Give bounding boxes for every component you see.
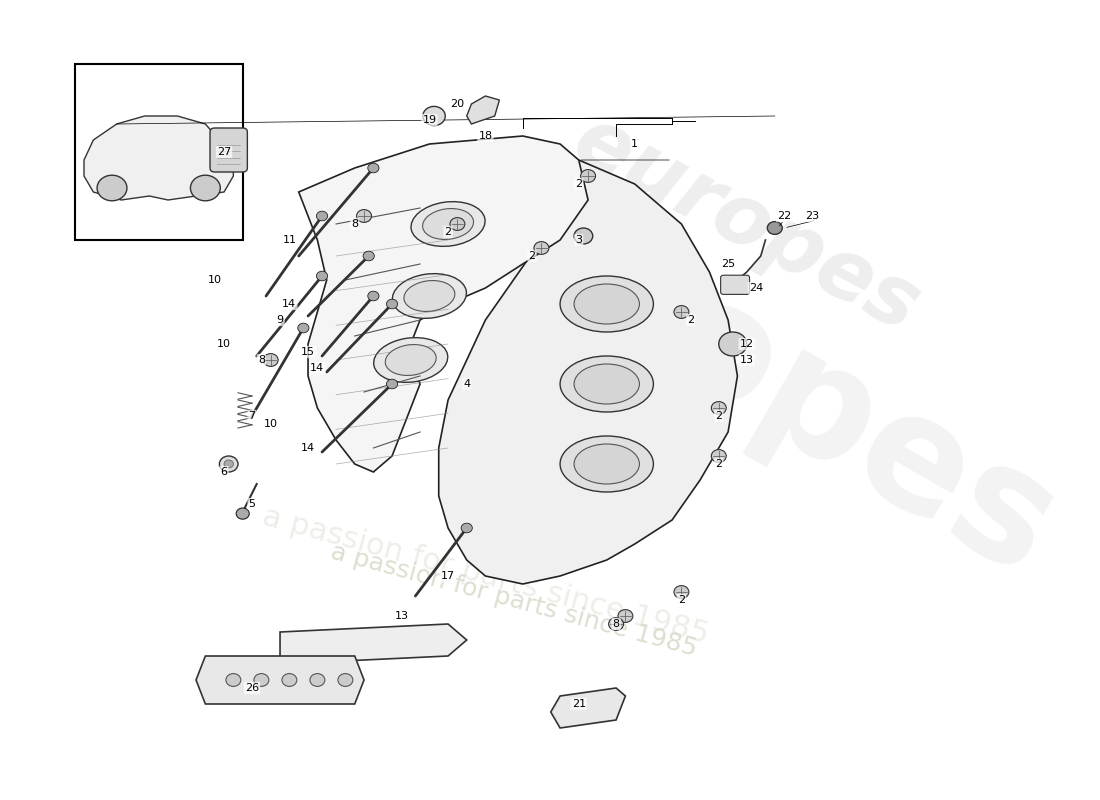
Text: 8: 8 xyxy=(351,219,359,229)
Text: 18: 18 xyxy=(478,131,493,141)
Circle shape xyxy=(574,228,593,244)
Circle shape xyxy=(422,106,446,126)
Circle shape xyxy=(581,170,595,182)
Text: 23: 23 xyxy=(805,211,820,221)
Circle shape xyxy=(356,210,372,222)
Circle shape xyxy=(618,610,632,622)
Text: 3: 3 xyxy=(575,235,582,245)
Circle shape xyxy=(338,674,353,686)
Text: 14: 14 xyxy=(310,363,324,373)
Ellipse shape xyxy=(574,284,639,324)
Circle shape xyxy=(608,618,624,630)
Ellipse shape xyxy=(422,209,473,239)
Text: 8: 8 xyxy=(613,619,619,629)
Circle shape xyxy=(718,332,747,356)
Text: 22: 22 xyxy=(777,211,791,221)
Circle shape xyxy=(263,354,278,366)
Circle shape xyxy=(310,674,324,686)
Ellipse shape xyxy=(393,274,466,318)
Text: europes: europes xyxy=(374,111,1082,609)
FancyBboxPatch shape xyxy=(210,128,248,172)
Circle shape xyxy=(367,291,380,301)
FancyBboxPatch shape xyxy=(720,275,749,294)
Circle shape xyxy=(450,218,465,230)
Ellipse shape xyxy=(411,202,485,246)
Circle shape xyxy=(768,222,782,234)
Ellipse shape xyxy=(560,356,653,412)
Text: a passion for parts since 1985: a passion for parts since 1985 xyxy=(258,502,712,650)
Text: 13: 13 xyxy=(740,355,754,365)
Text: 24: 24 xyxy=(749,283,763,293)
Circle shape xyxy=(97,175,126,201)
Text: 14: 14 xyxy=(283,299,296,309)
Circle shape xyxy=(674,306,689,318)
Text: 7: 7 xyxy=(249,411,255,421)
Circle shape xyxy=(282,674,297,686)
Text: 8: 8 xyxy=(257,355,265,365)
Text: 14: 14 xyxy=(301,443,315,453)
Text: 17: 17 xyxy=(441,571,455,581)
Circle shape xyxy=(712,450,726,462)
Polygon shape xyxy=(299,136,588,472)
Text: 10: 10 xyxy=(217,339,231,349)
Text: 2: 2 xyxy=(678,595,685,605)
FancyBboxPatch shape xyxy=(75,64,243,240)
Circle shape xyxy=(254,674,268,686)
Polygon shape xyxy=(196,656,364,704)
Text: 10: 10 xyxy=(208,275,222,285)
Polygon shape xyxy=(280,624,466,664)
Text: 2: 2 xyxy=(715,411,723,421)
Text: 9: 9 xyxy=(276,315,284,325)
Circle shape xyxy=(236,508,250,519)
Text: 10: 10 xyxy=(264,419,277,429)
Circle shape xyxy=(712,402,726,414)
Circle shape xyxy=(367,163,380,173)
Text: 21: 21 xyxy=(572,699,586,709)
Circle shape xyxy=(298,323,309,333)
Text: 2: 2 xyxy=(575,179,582,189)
Circle shape xyxy=(224,460,233,468)
Text: europes: europes xyxy=(560,99,934,349)
Ellipse shape xyxy=(404,281,455,311)
Circle shape xyxy=(317,211,328,221)
Text: 2: 2 xyxy=(715,459,723,469)
Circle shape xyxy=(226,674,241,686)
Polygon shape xyxy=(466,96,499,124)
Text: a passion for parts since 1985: a passion for parts since 1985 xyxy=(328,539,700,661)
Circle shape xyxy=(674,586,689,598)
Circle shape xyxy=(386,379,398,389)
Circle shape xyxy=(534,242,549,254)
Ellipse shape xyxy=(574,364,639,404)
Circle shape xyxy=(317,271,328,281)
Text: 25: 25 xyxy=(720,259,735,269)
Text: 5: 5 xyxy=(249,499,255,509)
Ellipse shape xyxy=(574,444,639,484)
Ellipse shape xyxy=(385,345,437,375)
Text: 2: 2 xyxy=(688,315,694,325)
Circle shape xyxy=(219,456,238,472)
Ellipse shape xyxy=(560,436,653,492)
Text: 2: 2 xyxy=(528,251,536,261)
Text: 11: 11 xyxy=(283,235,296,245)
Circle shape xyxy=(461,523,472,533)
Circle shape xyxy=(363,251,374,261)
Circle shape xyxy=(190,175,220,201)
Circle shape xyxy=(386,299,398,309)
Text: 2: 2 xyxy=(444,227,452,237)
Text: 1: 1 xyxy=(631,139,638,149)
Text: 26: 26 xyxy=(245,683,260,693)
Text: 13: 13 xyxy=(395,611,408,621)
Text: 19: 19 xyxy=(422,115,437,125)
Ellipse shape xyxy=(560,276,653,332)
Text: 27: 27 xyxy=(217,147,231,157)
Text: 15: 15 xyxy=(301,347,315,357)
Polygon shape xyxy=(551,688,626,728)
Text: 20: 20 xyxy=(450,99,464,109)
Text: 6: 6 xyxy=(220,467,228,477)
Polygon shape xyxy=(439,144,737,584)
Ellipse shape xyxy=(374,338,448,382)
Text: 12: 12 xyxy=(739,339,754,349)
Text: 4: 4 xyxy=(463,379,471,389)
Polygon shape xyxy=(84,116,233,200)
